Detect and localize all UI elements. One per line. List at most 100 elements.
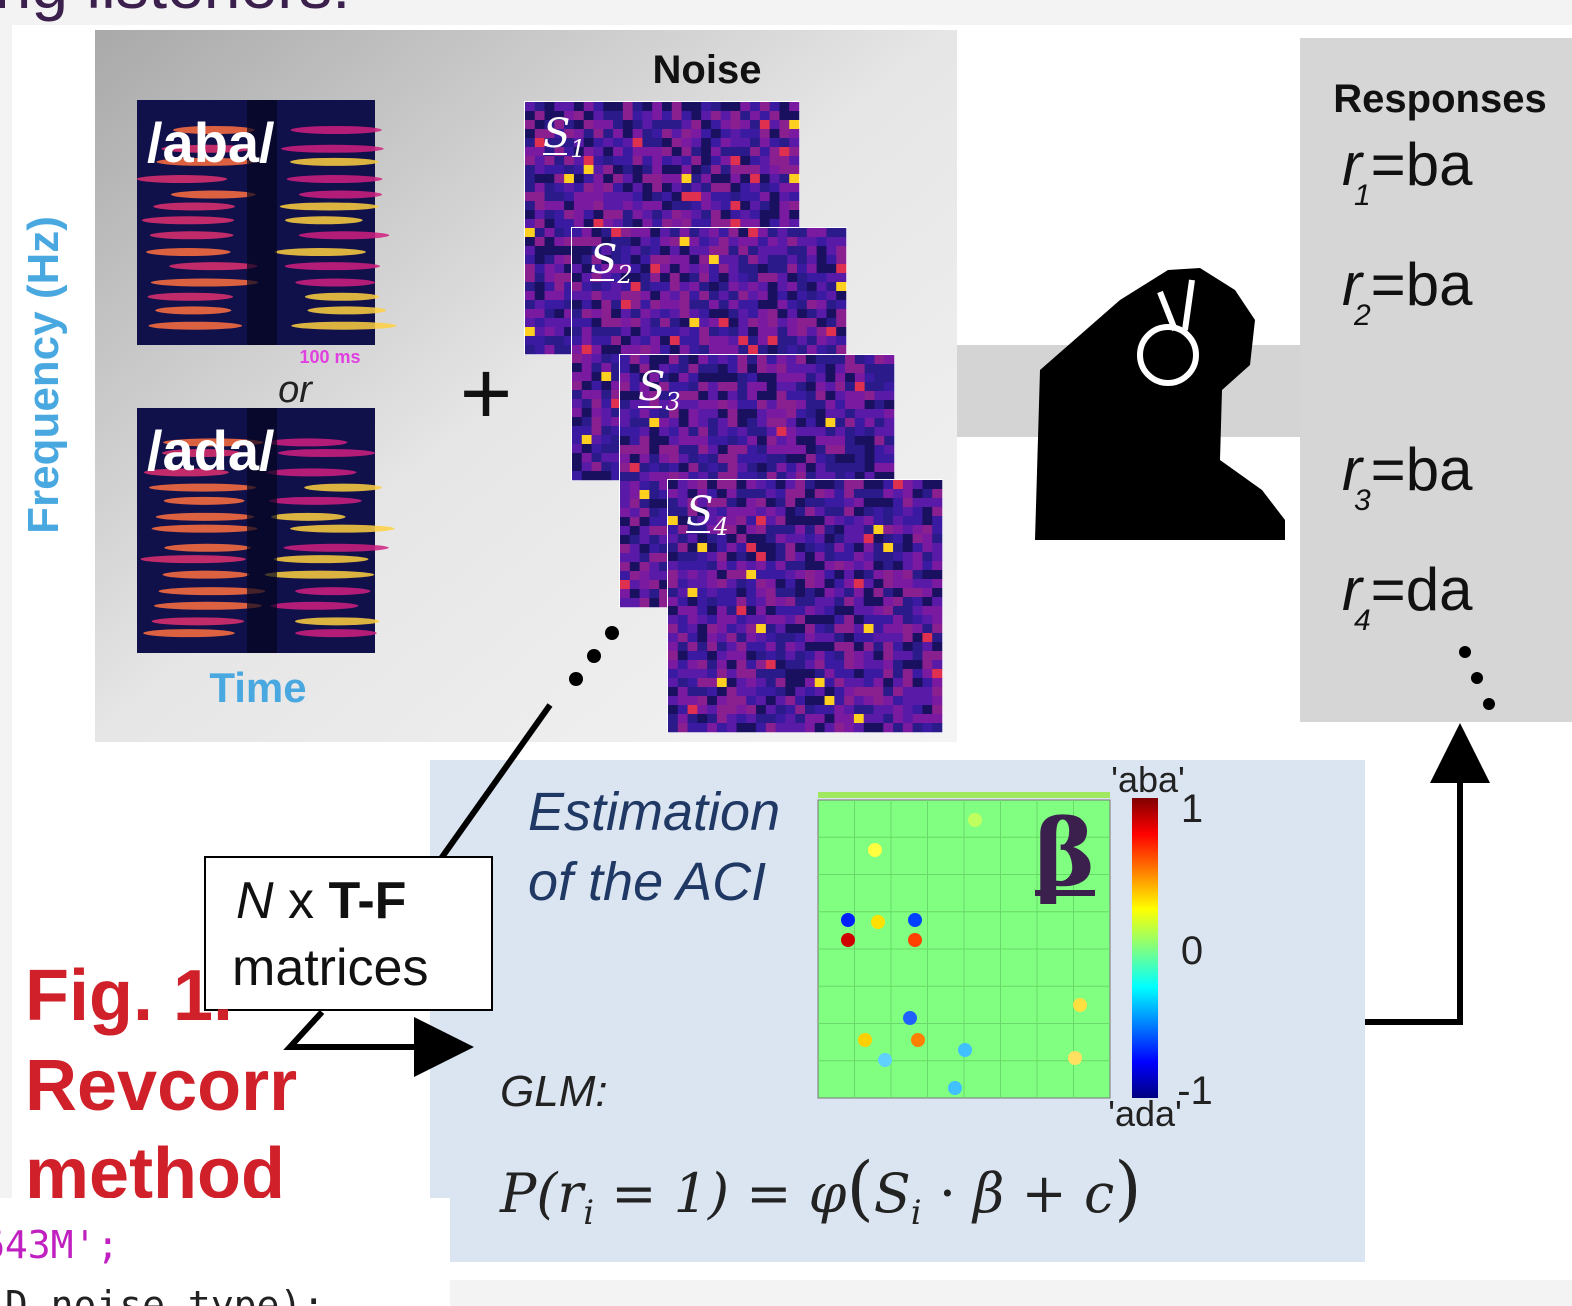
noise-cell <box>716 651 728 661</box>
noise-cell <box>766 472 777 482</box>
noise-cell <box>748 336 759 346</box>
noise-cell <box>669 237 680 247</box>
heatmap-blob <box>1073 998 1087 1012</box>
formant <box>271 512 346 521</box>
noise-cell <box>622 201 633 211</box>
noise-cell <box>795 579 806 589</box>
noise-cell <box>620 571 631 581</box>
noise-cell <box>649 481 660 491</box>
noise-cell <box>525 183 536 193</box>
noise-cell <box>591 309 602 319</box>
noise-cell <box>765 633 776 643</box>
noise-cell <box>642 156 653 166</box>
noise-cell <box>525 291 536 301</box>
noise-cell <box>757 345 769 355</box>
noise-cell <box>736 660 747 670</box>
noise-cell <box>687 498 698 508</box>
noise-cell <box>795 534 806 544</box>
noise-cell <box>835 355 846 365</box>
noise-cell <box>750 174 761 184</box>
noise-cell <box>824 633 835 643</box>
noise-cell <box>815 427 826 437</box>
formant <box>279 202 379 211</box>
noise-cell <box>883 516 894 526</box>
noise-cell <box>883 489 894 499</box>
noise-cell <box>824 489 835 499</box>
noise-cell <box>759 147 770 157</box>
noise-cell <box>845 382 856 392</box>
noise-cell <box>884 463 895 473</box>
heatmap-strip <box>818 792 1110 798</box>
noise-cell <box>796 391 807 401</box>
noise-cell <box>629 391 640 401</box>
noise-cell <box>884 400 895 410</box>
noise-cell <box>893 633 904 643</box>
noise-cell <box>863 615 874 625</box>
noise-cell <box>591 381 602 391</box>
noise-cell <box>583 147 594 157</box>
noise-cell <box>912 651 923 661</box>
noise-cell <box>677 687 688 697</box>
noise-cell <box>697 516 708 526</box>
noise-cell <box>805 642 816 652</box>
noise-cell <box>691 219 702 229</box>
noise-cell <box>707 606 718 616</box>
noise-cell <box>824 660 835 670</box>
noise-cell <box>726 579 737 589</box>
noise-cell <box>922 489 933 499</box>
noise-cell <box>603 156 614 166</box>
noise-cell <box>854 436 865 446</box>
noise-cell <box>844 588 855 598</box>
noise-cell <box>767 237 778 247</box>
noise-cell <box>787 327 798 337</box>
noise-cell <box>668 642 679 652</box>
noise-cell <box>534 210 545 220</box>
noise-cell <box>864 364 875 374</box>
noise-cell <box>824 552 835 562</box>
noise-cell <box>677 552 688 562</box>
noise-cell <box>748 318 759 328</box>
noise-cell <box>797 273 808 283</box>
noise-cell <box>678 400 689 410</box>
noise-cell <box>573 183 585 193</box>
noise-cell <box>687 570 698 580</box>
noise-cell <box>844 570 855 580</box>
noise-cell <box>757 355 768 365</box>
noise-cell <box>844 534 855 544</box>
noise-cell <box>677 561 688 571</box>
noise-cell <box>601 417 612 427</box>
noise-cell <box>736 588 747 598</box>
noise-cell <box>652 138 663 148</box>
noise-cell <box>730 201 741 211</box>
noise-cell <box>757 228 769 238</box>
noise-cell <box>795 543 806 553</box>
noise-cell <box>789 183 800 193</box>
noise-cell <box>544 156 555 166</box>
noise-cell <box>687 534 698 544</box>
noise-cell <box>779 111 790 121</box>
noise-cell <box>691 174 702 184</box>
noise-cell <box>759 165 770 175</box>
noise-cell <box>572 228 583 238</box>
noise-cell <box>795 489 806 499</box>
noise-cell <box>854 445 865 455</box>
noise-cell <box>659 598 670 608</box>
noise-cell <box>777 336 788 346</box>
caption: Revcorr <box>25 1046 297 1126</box>
noise-cell <box>620 273 632 283</box>
noise-cell <box>826 300 837 310</box>
noise-cell <box>883 561 894 571</box>
noise-cell <box>728 246 739 256</box>
noise-cell <box>824 534 835 544</box>
noise-cell <box>659 571 670 581</box>
noise-cell <box>863 714 874 724</box>
noise-cell <box>736 678 747 688</box>
noise-cell <box>652 201 663 211</box>
formant <box>274 248 366 257</box>
noise-cell <box>727 436 738 446</box>
noise-cell <box>630 255 641 265</box>
noise-cell <box>691 201 702 211</box>
noise-cell <box>912 669 923 679</box>
noise-cell <box>746 534 757 544</box>
noise-cell <box>717 427 728 437</box>
